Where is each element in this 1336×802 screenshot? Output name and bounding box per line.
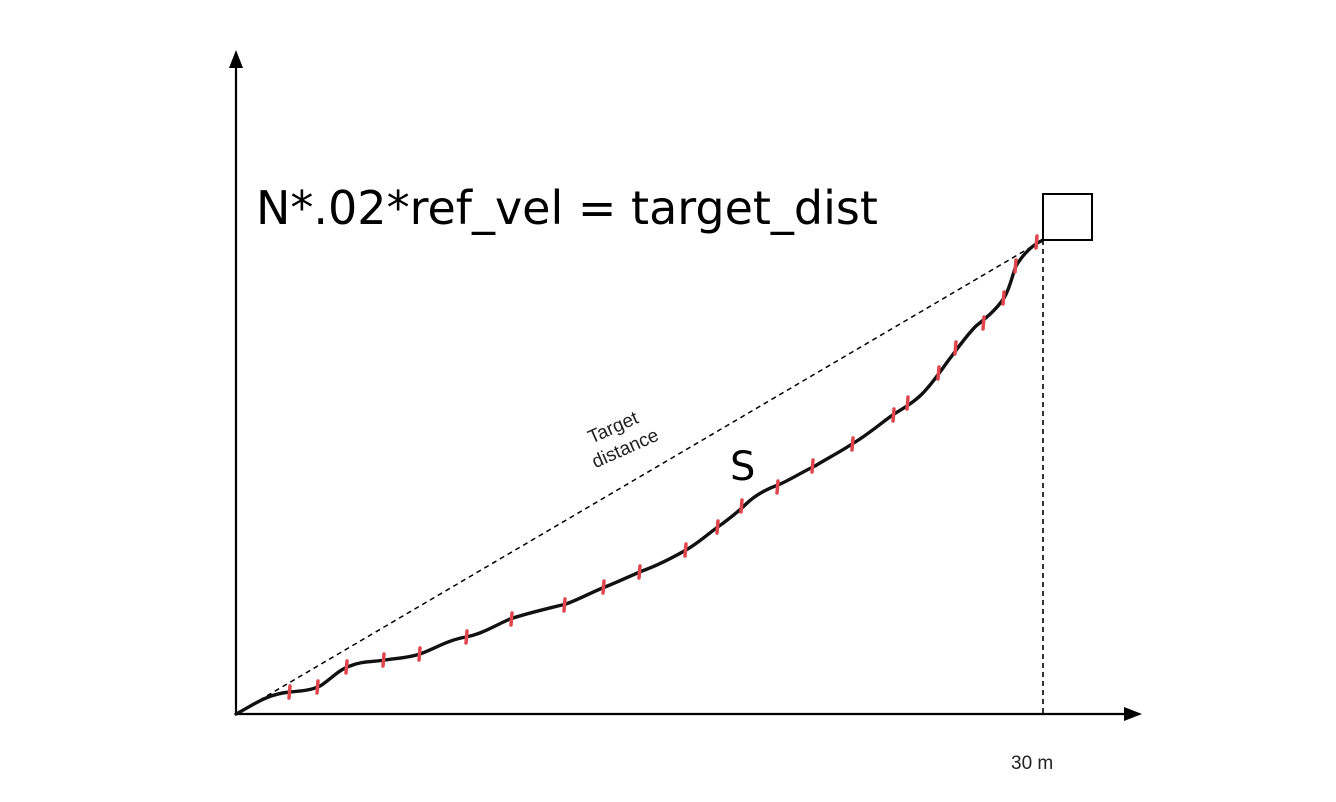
formula-text: N*.02*ref_vel = target_dist [256, 181, 878, 235]
path-marker [775, 479, 780, 495]
path-marker [1034, 234, 1039, 250]
arrow-up-icon [229, 50, 243, 68]
path-marker [953, 340, 958, 356]
path-marker [1013, 258, 1018, 274]
path-marker [905, 395, 910, 411]
path-marker [344, 659, 349, 675]
path-label: S [730, 444, 755, 490]
target-distance-label: Target distance [579, 403, 662, 473]
path-marker [683, 542, 688, 558]
square-target-icon [1042, 193, 1093, 241]
path-marker [1001, 290, 1006, 306]
target-distance-line [235, 239, 1044, 715]
path-marker [601, 579, 606, 595]
path-marker [981, 315, 986, 331]
path-marker [464, 629, 469, 645]
path-marker [509, 611, 514, 627]
path-marker [381, 652, 386, 668]
path-marker [810, 458, 815, 474]
path-marker [637, 564, 642, 580]
path-marker [739, 498, 744, 514]
path-marker [715, 519, 720, 535]
path-marker [936, 365, 941, 381]
path-markers [287, 234, 1039, 700]
path-marker [417, 646, 422, 662]
path-marker [562, 597, 567, 613]
path-marker [287, 684, 292, 700]
path-marker [850, 436, 855, 452]
arrow-right-icon [1124, 707, 1142, 721]
path-marker [315, 679, 320, 695]
path-marker [891, 407, 896, 423]
x-tick-label: 30 m [1011, 753, 1053, 774]
